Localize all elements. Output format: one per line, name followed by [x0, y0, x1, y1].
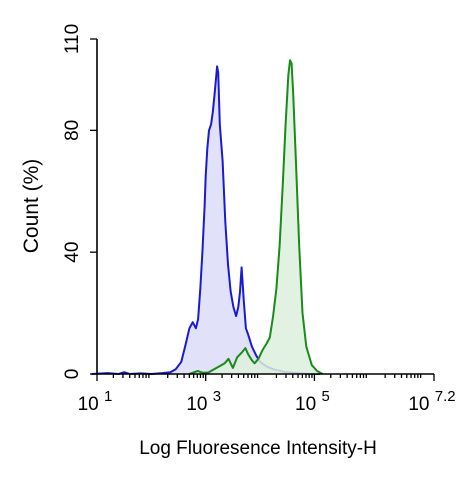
axes-layer — [96, 39, 434, 375]
x-tick-label: 10 5 — [295, 388, 330, 415]
series-1-line — [91, 65, 320, 375]
y-tick-label: 80 — [62, 120, 83, 141]
y-tick-label: 0 — [62, 369, 83, 380]
series-1-fill — [91, 66, 320, 375]
y-axis-title: Count (%) — [20, 159, 43, 254]
y-tick-label: 110 — [62, 24, 83, 54]
ticks-layer: 0 40 80 110 10 1 10 3 10 5 10 7.2 — [62, 24, 456, 415]
series-2-fill — [189, 60, 323, 375]
x-tick-label: 10 1 — [78, 388, 113, 415]
series-layer — [91, 59, 324, 375]
x-tick-label: 10 7.2 — [408, 388, 455, 415]
y-tick-label: 40 — [62, 242, 83, 263]
x-tick-label: 10 3 — [186, 388, 221, 415]
x-axis-title: Log Fluoresence Intensity-H — [139, 438, 377, 459]
series-2-line — [189, 59, 324, 375]
